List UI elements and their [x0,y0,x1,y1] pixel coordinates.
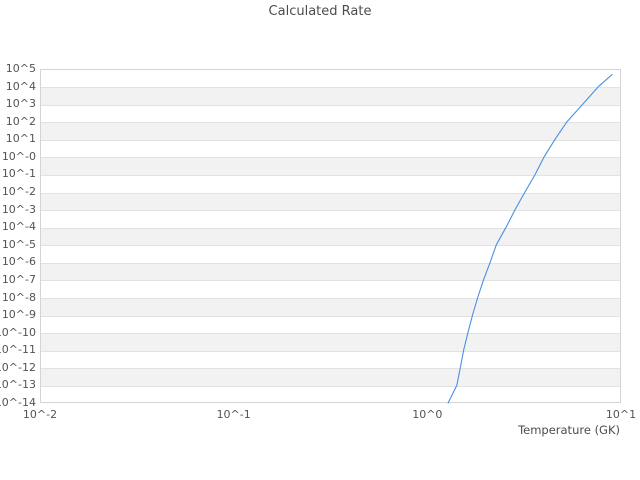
gridline [41,350,620,352]
x-tick-label: 10^0 [412,408,443,421]
y-tick-label: 10^-1 [1,167,36,181]
y-tick-label: 10^-14 [0,396,36,409]
y-tick-label: 10^1 [5,132,36,146]
gridline [41,227,620,229]
y-tick-label: 10^-13 [0,378,36,392]
plot-area [40,69,621,403]
y-tick-label: 10^-7 [1,272,36,286]
y-tick-label: 10^4 [5,79,36,93]
gridline [41,262,620,264]
gridline [41,333,620,335]
y-tick-label: 10^-4 [1,220,36,234]
y-tick-label: 10^-10 [0,325,36,339]
y-tick-label: 10^5 [5,62,36,75]
y-tick-label: 10^-5 [1,237,36,251]
gridline [41,104,620,106]
grid-band [41,263,620,281]
y-tick-label: 10^-11 [0,343,36,357]
y-tick-label: 10^-6 [1,255,36,269]
grid-band [41,122,620,141]
gridline [41,368,620,370]
grid-band [41,87,620,106]
gridline [41,192,620,194]
grid-band [41,157,620,176]
grid-band [41,228,620,246]
chart-title: Calculated Rate [268,4,372,19]
y-tick-label: 10^-9 [1,308,36,322]
y-tick-label: 10^2 [5,114,36,128]
grid-band [41,298,620,317]
x-tick-label: 10^-1 [216,408,251,421]
y-tick-label: 10^-0 [1,149,36,163]
gridline [41,139,620,141]
gridline [41,87,620,89]
grid-band [41,333,620,352]
y-tick-label: 10^3 [5,97,36,111]
y-tick-label: 10^-2 [1,185,36,199]
y-tick-label: 10^-12 [0,360,36,374]
gridline [41,174,620,176]
y-tick-label: 10^-3 [1,202,36,216]
gridline [41,157,620,159]
gridline [41,210,620,212]
y-tick-label: 10^-8 [1,290,36,304]
grid-band [41,368,620,387]
gridline [41,122,620,124]
gridline [41,385,620,387]
gridline [41,245,620,247]
gridline [41,280,620,282]
x-tick-label: 10^-2 [22,408,58,421]
x-tick-label: 10^1 [605,408,637,421]
gridline [41,315,620,317]
grid-band [41,193,620,211]
x-axis-title: Temperature (GK) [518,423,620,437]
gridline [41,298,620,300]
